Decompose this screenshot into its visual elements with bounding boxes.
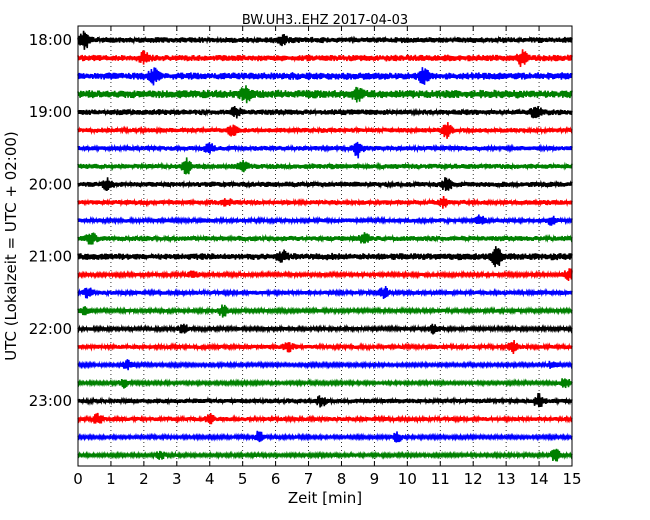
- trace-1815: [77, 49, 573, 67]
- trace-1800: [77, 30, 573, 50]
- y-axis-ticks: 18:00 19:00 20:00 21:00 22:00 23:00: [29, 31, 572, 410]
- trace-1830: [77, 67, 573, 86]
- trace-2115: [77, 268, 573, 281]
- trace-1945: [77, 157, 573, 175]
- trace-1915: [77, 122, 573, 139]
- y-tick-label: 22:00: [29, 320, 72, 338]
- trace-2345: [77, 448, 573, 462]
- y-tick-label: 18:00: [29, 31, 72, 49]
- y-tick-label: 19:00: [29, 103, 72, 121]
- trace-1900: [77, 106, 573, 119]
- x-tick-label: 15: [562, 470, 581, 488]
- x-tick-label: 0: [73, 470, 83, 488]
- trace-1845: [77, 85, 573, 104]
- x-tick-label: 1: [106, 470, 116, 488]
- x-tick-label: 10: [398, 470, 417, 488]
- x-tick-label: 5: [238, 470, 248, 488]
- chart-title: BW.UH3..EHZ 2017-04-03: [242, 13, 408, 28]
- x-tick-label: 6: [271, 470, 281, 488]
- trace-2130: [77, 286, 573, 300]
- trace-2200: [77, 323, 573, 335]
- x-axis-label: Zeit [min]: [288, 489, 362, 507]
- trace-2000: [77, 177, 573, 192]
- vertical-grid-lines: [110, 26, 540, 466]
- x-tick-label: 11: [431, 470, 450, 488]
- x-tick-label: 7: [304, 470, 314, 488]
- x-tick-label: 12: [464, 470, 483, 488]
- trace-2245: [77, 378, 573, 389]
- y-tick-label: 20:00: [29, 175, 72, 193]
- trace-2030: [77, 214, 573, 226]
- x-tick-label: 14: [530, 470, 549, 488]
- trace-2300: [77, 393, 573, 408]
- x-tick-label: 3: [172, 470, 182, 488]
- y-axis-label: UTC (Lokalzeit = UTC + 02:00): [2, 131, 20, 361]
- trace-2100: [77, 246, 573, 268]
- trace-2015: [77, 195, 573, 209]
- seismic-traces: [77, 30, 573, 462]
- x-tick-label: 9: [370, 470, 380, 488]
- x-tick-label: 4: [205, 470, 215, 488]
- trace-2145: [77, 304, 573, 318]
- trace-2045: [77, 232, 573, 245]
- plot-frame: [77, 25, 573, 467]
- trace-2215: [77, 340, 573, 354]
- x-tick-label: 2: [139, 470, 149, 488]
- x-axis-ticks: 0 1 2 3 4 5 6 7 8 9 10 11 12 13 14 15: [73, 26, 582, 488]
- x-tick-label: 8: [337, 470, 347, 488]
- y-tick-label: 23:00: [29, 392, 72, 410]
- trace-1930: [77, 141, 573, 159]
- x-tick-label: 13: [497, 470, 516, 488]
- trace-2315: [77, 412, 573, 425]
- trace-2330: [77, 430, 573, 443]
- y-tick-label: 21:00: [29, 248, 72, 266]
- trace-2230: [77, 359, 573, 371]
